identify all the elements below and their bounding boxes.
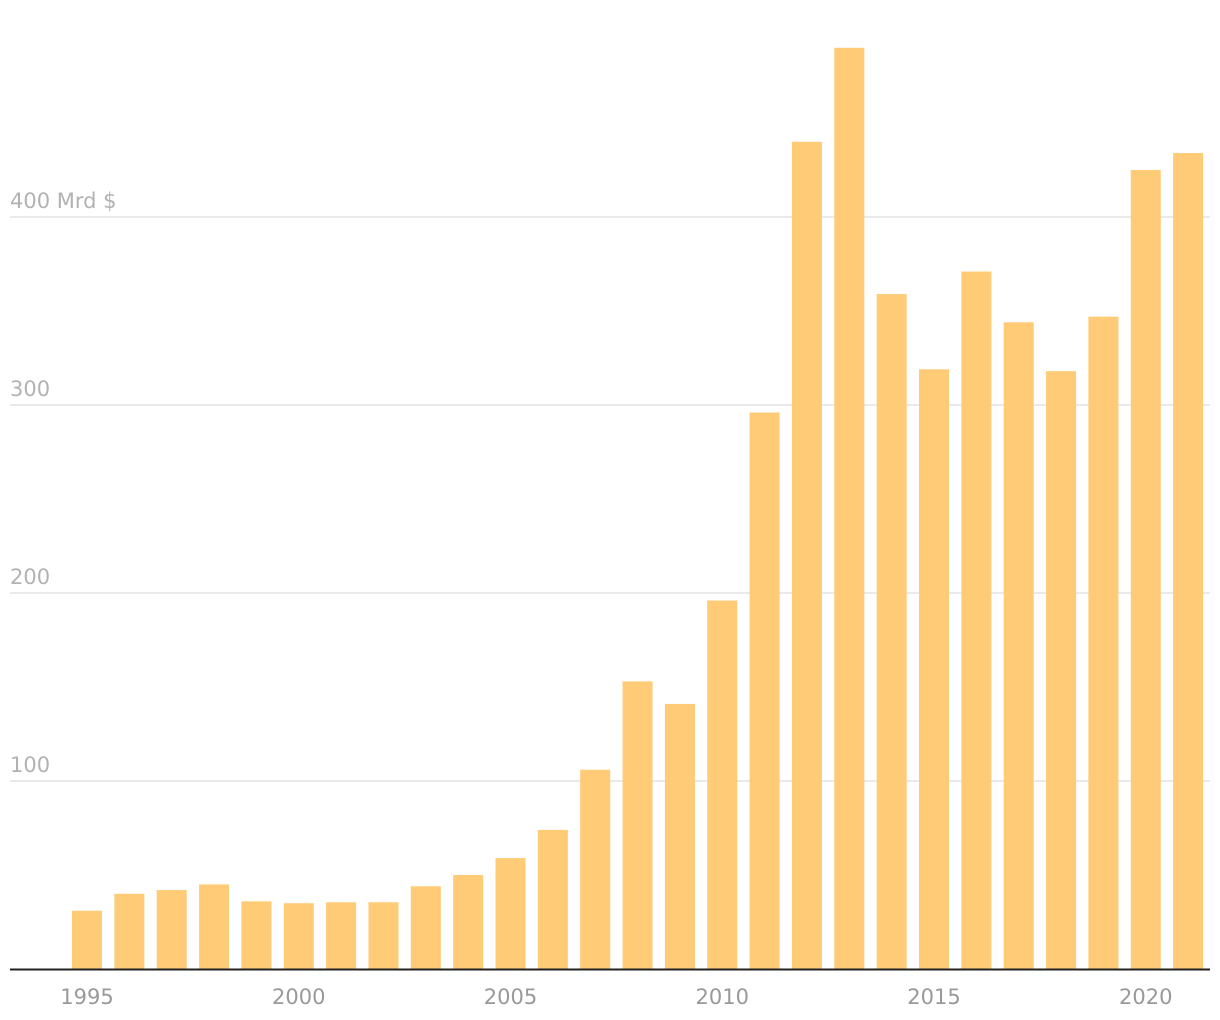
bar-2017 bbox=[1003, 322, 1034, 969]
y-tick-label-100: 100 bbox=[10, 753, 50, 777]
bar-2004 bbox=[453, 875, 484, 969]
bar-2007 bbox=[580, 769, 611, 969]
bar-2019 bbox=[1088, 316, 1119, 969]
bar-2005 bbox=[495, 858, 526, 969]
x-tick-label-2015: 2015 bbox=[907, 985, 960, 1009]
bar-1996 bbox=[114, 893, 145, 969]
bar-2003 bbox=[410, 886, 441, 969]
bar-2006 bbox=[537, 829, 568, 969]
bar-2012 bbox=[791, 141, 822, 970]
bar-2021 bbox=[1173, 153, 1204, 969]
bar-1995 bbox=[72, 910, 102, 969]
x-tick-label-2010: 2010 bbox=[696, 985, 749, 1009]
y-tick-labels: 100 200 300 400 Mrd $ bbox=[10, 189, 117, 777]
x-tick-labels: 1995 2000 2005 2010 2015 2020 bbox=[60, 985, 1172, 1009]
bar-2011 bbox=[749, 412, 780, 969]
bar-2018 bbox=[1046, 371, 1077, 969]
bar-2016 bbox=[961, 271, 992, 969]
bar-2009 bbox=[664, 703, 695, 969]
bar-1997 bbox=[156, 890, 187, 969]
bar-2010 bbox=[707, 600, 738, 969]
bar-2008 bbox=[622, 681, 653, 969]
bar-2015 bbox=[919, 369, 949, 969]
y-tick-label-200: 200 bbox=[10, 565, 50, 589]
bar-2000 bbox=[283, 903, 314, 969]
y-tick-label-300: 300 bbox=[10, 377, 50, 401]
bar-2014 bbox=[876, 294, 907, 970]
bar-2001 bbox=[326, 902, 357, 969]
bar-2013 bbox=[834, 47, 865, 970]
x-tick-label-2005: 2005 bbox=[484, 985, 537, 1009]
x-tick-label-1995: 1995 bbox=[60, 985, 113, 1009]
bar-1999 bbox=[241, 901, 272, 969]
x-tick-label-2000: 2000 bbox=[272, 985, 325, 1009]
bar-2002 bbox=[368, 902, 399, 969]
bars bbox=[72, 47, 1204, 970]
y-tick-label-400: 400 Mrd $ bbox=[10, 189, 117, 213]
bar-1998 bbox=[199, 884, 230, 969]
x-tick-label-2020: 2020 bbox=[1119, 985, 1172, 1009]
bar-2020 bbox=[1130, 170, 1161, 969]
